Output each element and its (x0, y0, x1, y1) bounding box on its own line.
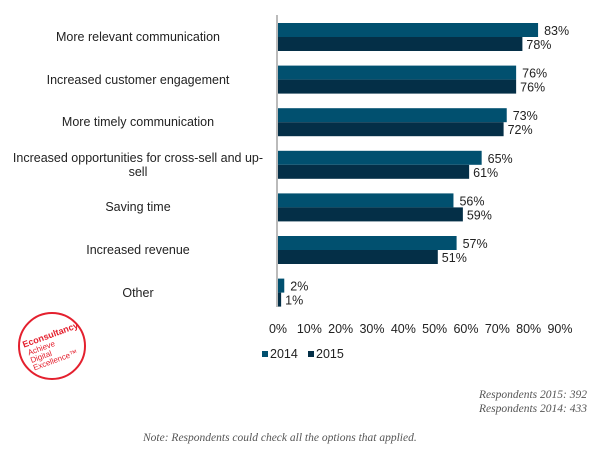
data-label-2014: 83% (544, 24, 569, 38)
data-label-2015: 78% (526, 38, 551, 52)
legend-label-2015: 2015 (316, 347, 344, 361)
bar-2015 (278, 37, 523, 51)
x-tick-label: 90% (547, 322, 572, 336)
category-label: More timely communication (61, 115, 215, 130)
econsultancy-logo: Econsultancy Achieve Digital Excellence™ (18, 312, 86, 380)
bar-2015 (278, 164, 470, 179)
data-label-2015: 51% (442, 251, 467, 265)
bar-2014 (278, 278, 285, 293)
data-label-2015: 1% (285, 294, 303, 308)
bar-2014 (278, 65, 517, 80)
bar-2015 (278, 79, 517, 94)
data-label-2014: 73% (513, 109, 538, 123)
x-tick-label: 20% (328, 322, 353, 336)
respondents-2015: Respondents 2015: 392 (479, 389, 587, 401)
data-label-2014: 76% (522, 67, 547, 81)
bar-2014 (278, 236, 457, 250)
data-label-2015: 76% (520, 81, 545, 95)
data-label-2014: 2% (290, 280, 308, 294)
data-label-2014: 65% (488, 152, 513, 166)
data-label-2014: 56% (459, 194, 484, 208)
footnote: Note: Respondents could check all the op… (143, 432, 417, 444)
category-label: Increased customer engagement (46, 72, 230, 87)
bar-2014 (278, 150, 482, 165)
x-tick-label: 40% (391, 322, 416, 336)
x-tick-label: 30% (359, 322, 384, 336)
x-tick-label: 80% (516, 322, 541, 336)
bar-2015 (278, 122, 504, 137)
bar-2014 (278, 108, 507, 123)
bar-2015 (278, 250, 438, 264)
data-label-2014: 57% (463, 237, 488, 251)
x-tick-label: 60% (453, 322, 478, 336)
legend-swatch-2014 (262, 351, 268, 357)
data-label-2015: 72% (508, 123, 533, 137)
bar-2015 (278, 292, 282, 307)
category-label: Other (122, 285, 154, 300)
category-label: Increased opportunities for cross-sell a… (12, 150, 264, 179)
x-tick-label: 50% (422, 322, 447, 336)
legend-swatch-2015 (308, 351, 314, 357)
respondents-2014: Respondents 2014: 433 (479, 403, 587, 415)
category-label: Increased revenue (86, 243, 190, 257)
x-tick-label: 0% (269, 322, 287, 336)
bar-2014 (278, 23, 539, 37)
data-label-2015: 61% (473, 166, 498, 180)
data-label-2015: 59% (467, 208, 492, 222)
category-label: Saving time (105, 200, 171, 215)
bar-2014 (278, 193, 454, 208)
bar-2015 (278, 207, 463, 222)
x-tick-label: 10% (297, 322, 322, 336)
legend-label-2014: 2014 (270, 347, 298, 361)
category-label: More relevant communication (56, 30, 220, 44)
x-tick-label: 70% (485, 322, 510, 336)
